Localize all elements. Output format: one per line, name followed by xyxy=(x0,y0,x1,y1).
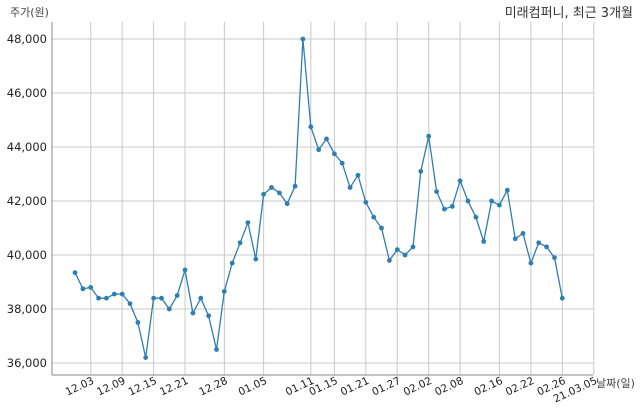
x-tick-label: 02.08 xyxy=(433,375,465,399)
data-point xyxy=(221,289,227,294)
data-point xyxy=(159,295,164,301)
data-point xyxy=(394,247,400,253)
data-point xyxy=(182,267,188,273)
data-point xyxy=(151,295,157,301)
data-point xyxy=(324,136,329,142)
y-tick-label: 38,000 xyxy=(7,302,47,316)
x-tick-label: 02.16 xyxy=(472,375,505,399)
x-tick-label: 01.27 xyxy=(370,375,402,399)
data-point xyxy=(536,240,542,246)
data-point xyxy=(426,133,432,139)
data-point xyxy=(339,160,345,166)
data-point xyxy=(528,260,534,266)
x-tick-label: 01.21 xyxy=(339,375,371,399)
data-point xyxy=(473,214,479,220)
y-tick-label: 36,000 xyxy=(7,356,47,370)
data-point xyxy=(237,240,243,246)
data-point xyxy=(449,204,455,209)
x-tick-label: 02.02 xyxy=(402,375,434,399)
data-point xyxy=(143,355,149,360)
y-tick-labels: 36,000 38,000 40,000 42,000 44,000 46,000 48,0… xyxy=(7,32,47,370)
data-point xyxy=(402,252,408,258)
data-point xyxy=(481,239,487,244)
data-point xyxy=(559,295,565,301)
x-tick-labels: 12.03 12.09 12.15 12.21 12.28 01.05 01.1101.15… xyxy=(64,375,599,406)
grid-lines xyxy=(52,22,595,375)
data-point xyxy=(504,187,510,193)
data-point xyxy=(347,185,353,190)
data-point xyxy=(166,306,172,312)
data-point xyxy=(277,190,282,196)
y-tick-label: 44,000 xyxy=(7,140,47,154)
data-point xyxy=(457,178,463,184)
data-point xyxy=(520,231,526,236)
data-point xyxy=(261,191,266,197)
price-line xyxy=(74,38,563,358)
data-point xyxy=(292,183,298,189)
x-tick-label: 12.15 xyxy=(127,375,159,399)
x-tick-label: 02.22 xyxy=(504,375,536,399)
data-point xyxy=(387,258,392,263)
data-point xyxy=(198,295,204,301)
data-point xyxy=(245,220,251,226)
y-tick-label: 48,000 xyxy=(7,32,47,46)
data-point xyxy=(489,198,494,204)
x-tick-label: 12.03 xyxy=(64,375,96,399)
axes xyxy=(51,22,593,376)
x-tick-label: 12.09 xyxy=(95,375,127,399)
data-point xyxy=(442,206,447,212)
y-tick-label: 42,000 xyxy=(7,194,47,208)
data-point xyxy=(300,36,306,42)
x-tick-label: 12.28 xyxy=(197,375,229,399)
y-tick-label: 46,000 xyxy=(7,86,47,100)
data-point xyxy=(88,285,94,290)
data-point xyxy=(174,293,180,298)
data-point xyxy=(80,286,86,292)
data-point xyxy=(410,244,416,250)
data-point xyxy=(284,201,290,207)
data-point xyxy=(552,255,557,261)
x-tick-label: 12.21 xyxy=(158,375,190,399)
data-point xyxy=(363,199,369,205)
y-axis-label: 주가(원) xyxy=(10,6,49,19)
data-point xyxy=(512,236,518,242)
data-point xyxy=(190,310,196,316)
data-point xyxy=(96,295,101,301)
data-point xyxy=(434,189,439,195)
data-point xyxy=(111,291,117,297)
data-point xyxy=(214,347,219,352)
data-point xyxy=(465,198,471,204)
price-points xyxy=(72,36,565,360)
data-point xyxy=(316,147,322,153)
chart-title: 미래컴퍼니, 최근 3개월 xyxy=(505,6,633,21)
data-point xyxy=(72,270,78,275)
data-point xyxy=(127,301,133,306)
data-point xyxy=(119,291,125,297)
data-point xyxy=(332,151,337,157)
data-point xyxy=(269,185,274,190)
data-point xyxy=(371,214,377,220)
data-point xyxy=(497,202,502,208)
data-point xyxy=(308,124,314,130)
data-point xyxy=(379,225,384,231)
data-point xyxy=(104,295,109,301)
data-point xyxy=(544,244,549,250)
data-point xyxy=(418,168,424,174)
data-point xyxy=(229,260,235,266)
y-tick-label: 40,000 xyxy=(7,248,47,262)
data-point xyxy=(206,313,212,319)
x-tick-label: 01.05 xyxy=(237,375,269,399)
x-axis-label: 날짜(일) xyxy=(596,376,635,390)
data-point xyxy=(253,256,259,262)
data-point xyxy=(355,172,361,178)
data-point xyxy=(135,320,141,325)
